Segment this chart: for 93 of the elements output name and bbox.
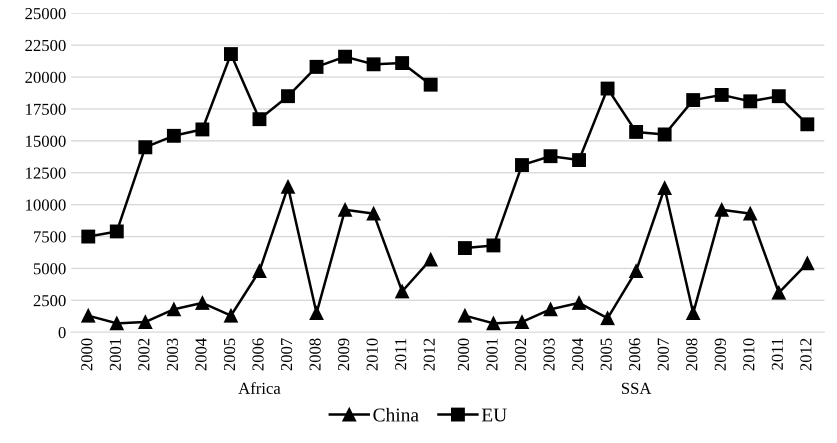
point [310,306,324,320]
point [138,140,152,154]
y-tick-label: 22500 [25,40,66,52]
x-tick-label: 2003 [166,338,178,370]
point [686,93,700,107]
x-tick-label: 2001 [486,338,498,370]
point [772,89,786,104]
x-tick-label: 2004 [195,338,207,370]
x-tick-label: 2009 [338,338,350,370]
x-tick-label: 2005 [600,338,612,370]
y-tick-label: 25000 [25,8,66,20]
legend-label: China [373,408,419,422]
point [572,153,586,167]
x-tick-label: 2006 [252,338,264,370]
y-tick-label: 15000 [26,136,66,147]
y-tick-label: 17500 [26,104,66,115]
point [800,256,814,270]
legend-label: EU [482,408,507,422]
x-tick-label: 2009 [714,338,726,370]
point [252,264,266,278]
x-tick-label: 2011 [395,338,406,370]
y-tick-label: 12500 [26,167,66,179]
point [743,94,758,108]
point [544,302,558,316]
x-tick-label: 2008 [686,338,698,370]
y-tick-label: 0 [58,326,66,338]
point [658,181,672,196]
y-tick-label: 10000 [26,199,66,211]
point [486,238,500,252]
point [281,89,295,104]
point [224,308,238,323]
x-tick-label: 2011 [772,338,783,370]
point [110,224,124,238]
x-tick-label: 2005 [224,338,236,370]
point [195,296,210,310]
point [81,308,96,323]
point [658,128,672,142]
x-tick-label: 2002 [514,338,526,370]
y-tick-label: 5000 [34,263,66,274]
x-tick-label: 2007 [280,338,292,370]
point [486,316,500,330]
y-tick-label: 2500 [34,295,66,306]
x-tick-label: 2003 [543,338,555,370]
point [338,202,352,217]
point [629,125,644,139]
x-axis-title: Africa [238,382,281,394]
point [458,241,472,255]
point [166,128,181,143]
point [572,296,586,310]
point [686,306,700,320]
point [310,60,324,74]
point [224,47,238,62]
x-axis-title: SSA [622,382,652,394]
point [252,112,266,126]
point [81,230,96,244]
point [544,149,558,164]
point [110,316,124,330]
point [458,308,472,323]
x-tick-label: 2010 [366,338,378,370]
point [515,315,529,329]
x-tick-label: 2012 [424,338,435,370]
point [600,82,615,96]
point [515,158,529,172]
x-tick-label: 2006 [629,338,640,370]
point [138,315,152,329]
x-tick-label: 2012 [800,338,812,370]
point [424,78,438,92]
x-tick-label: 2001 [110,338,121,370]
x-tick-label: 2000 [458,338,470,370]
point [629,264,644,278]
x-tick-label: 2000 [81,338,92,370]
x-tick-label: 2010 [743,338,754,370]
point [281,180,295,194]
point [366,206,381,221]
point [395,284,410,298]
x-tick-label: 2007 [658,338,669,370]
point [772,286,786,300]
point [743,206,758,221]
point [800,117,814,132]
point [714,88,729,102]
point [395,56,410,70]
point [424,252,438,266]
x-tick-label: 2004 [572,338,584,370]
point [366,57,381,72]
point [600,311,615,326]
point [338,50,352,64]
point [195,122,210,136]
point [166,302,181,316]
x-tick-label: 2002 [138,338,150,370]
x-tick-label: 2008 [309,338,321,370]
y-tick-label: 7500 [34,231,66,243]
y-tick-label: 20000 [25,72,66,84]
point [714,202,729,217]
